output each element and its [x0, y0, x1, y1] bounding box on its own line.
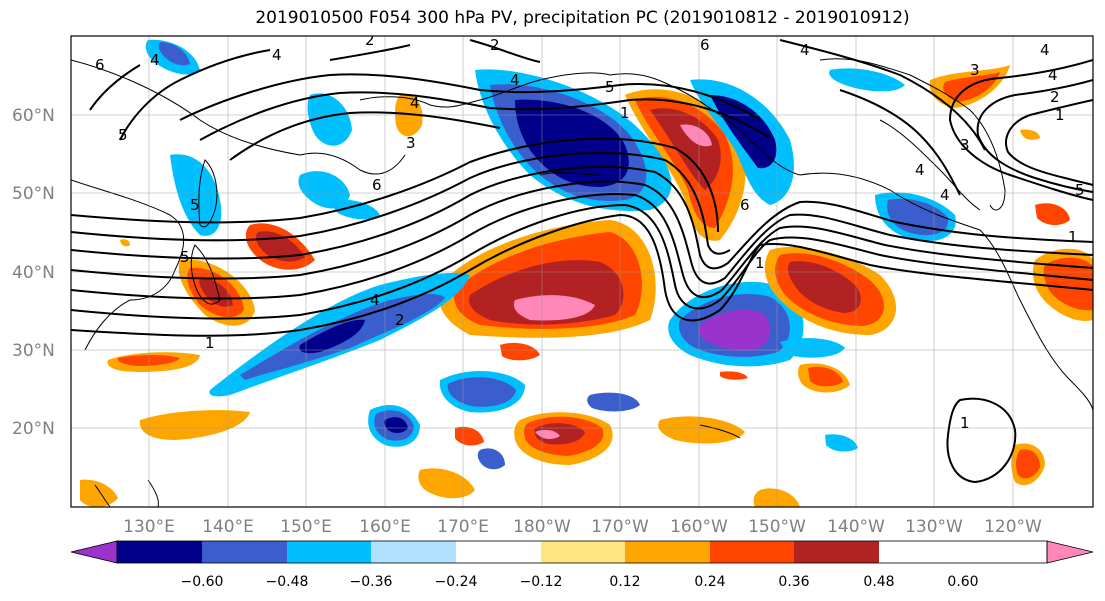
- colorbar-bin: [541, 541, 625, 563]
- lon-label: 150°E: [280, 517, 332, 537]
- svg-text:4: 4: [272, 46, 282, 64]
- colorbar-arrow-high: [1046, 540, 1094, 564]
- svg-text:4: 4: [1048, 66, 1058, 84]
- svg-text:5: 5: [190, 196, 200, 214]
- svg-text:4: 4: [915, 161, 925, 179]
- svg-text:1: 1: [1055, 106, 1065, 124]
- svg-text:5: 5: [605, 78, 615, 96]
- colorbar-tick: −0.24: [435, 574, 478, 590]
- svg-text:3: 3: [970, 61, 980, 79]
- lon-label: 170°E: [437, 517, 489, 537]
- contour-labels: 6 5 5 4 4 2 2 6 4 4 2 4 4 5 3 1 1 6 5 4 …: [95, 31, 1085, 432]
- svg-text:4: 4: [940, 186, 950, 204]
- svg-text:6: 6: [95, 56, 105, 74]
- svg-text:6: 6: [740, 196, 750, 214]
- lon-label: 170°W: [591, 517, 649, 537]
- colorbar-bin: [794, 541, 879, 563]
- lat-label: 60°N: [12, 106, 55, 126]
- svg-text:4: 4: [800, 41, 810, 59]
- lon-label: 180°W: [513, 517, 571, 537]
- svg-text:6: 6: [700, 36, 710, 54]
- colorbar-tick: 0.36: [778, 574, 809, 590]
- lon-label: 120°W: [984, 517, 1042, 537]
- colorbar-tick: −0.12: [520, 574, 563, 590]
- colorbar: −0.60 −0.48 −0.36 −0.24 −0.12 0.12 0.24 …: [70, 540, 1094, 590]
- colorbar-bin: [625, 541, 710, 563]
- longitude-labels: 130°E 140°E 150°E 160°E 170°E 180°W 170°…: [123, 517, 1042, 537]
- graticule: [71, 36, 1093, 507]
- svg-text:5: 5: [1075, 181, 1085, 199]
- precip-shading: [80, 39, 1093, 507]
- svg-text:1: 1: [205, 334, 215, 352]
- svg-text:1: 1: [960, 414, 970, 432]
- lat-label: 50°N: [12, 184, 55, 204]
- latitude-labels: 60°N 50°N 40°N 30°N 20°N: [12, 106, 55, 439]
- pv-contours: [71, 39, 1093, 484]
- lon-label: 160°E: [359, 517, 411, 537]
- colorbar-arrow-low: [70, 540, 118, 564]
- colorbar-tick: 0.24: [694, 574, 725, 590]
- lon-label: 160°W: [670, 517, 728, 537]
- colorbar-bin: [371, 541, 456, 563]
- svg-text:4: 4: [510, 71, 520, 89]
- svg-text:1: 1: [1068, 228, 1078, 246]
- svg-text:1: 1: [755, 254, 765, 272]
- svg-text:2: 2: [1050, 88, 1060, 106]
- svg-text:4: 4: [150, 51, 160, 69]
- coastlines: [71, 58, 1093, 507]
- svg-text:2: 2: [395, 311, 405, 329]
- colorbar-tick: 0.12: [609, 574, 640, 590]
- svg-text:4: 4: [370, 291, 380, 309]
- lat-label: 20°N: [12, 419, 55, 439]
- svg-text:3: 3: [406, 134, 416, 152]
- colorbar-tick: −0.36: [350, 574, 393, 590]
- svg-text:2: 2: [365, 31, 375, 49]
- lon-label: 140°W: [827, 517, 885, 537]
- lon-label: 130°W: [905, 517, 963, 537]
- lon-label: 130°E: [123, 517, 175, 537]
- map-field: 6 5 5 4 4 2 2 6 4 4 2 4 4 5 3 1 1 6 5 4 …: [71, 31, 1093, 507]
- svg-text:6: 6: [372, 176, 382, 194]
- colorbar-bin: [117, 541, 202, 563]
- svg-text:1: 1: [620, 104, 630, 122]
- map-frame: [70, 35, 1094, 508]
- lat-label: 30°N: [12, 341, 55, 361]
- svg-text:5: 5: [180, 248, 190, 266]
- colorbar-tick: 0.60: [947, 574, 978, 590]
- svg-text:3: 3: [960, 136, 970, 154]
- svg-text:4: 4: [410, 94, 420, 112]
- lon-label: 150°W: [748, 517, 806, 537]
- svg-text:2: 2: [490, 36, 500, 54]
- svg-text:5: 5: [118, 126, 128, 144]
- colorbar-tick: −0.60: [181, 574, 224, 590]
- lon-label: 140°E: [202, 517, 254, 537]
- colorbar-tick: 0.48: [863, 574, 894, 590]
- map-title: 2019010500 F054 300 hPa PV, precipitatio…: [255, 8, 910, 28]
- colorbar-bin: [710, 541, 794, 563]
- colorbar-tick: −0.48: [266, 574, 309, 590]
- colorbar-bin: [202, 541, 287, 563]
- lat-label: 40°N: [12, 263, 55, 283]
- colorbar-bin: [287, 541, 371, 563]
- colorbar-bin: [456, 541, 541, 563]
- svg-text:4: 4: [1040, 41, 1050, 59]
